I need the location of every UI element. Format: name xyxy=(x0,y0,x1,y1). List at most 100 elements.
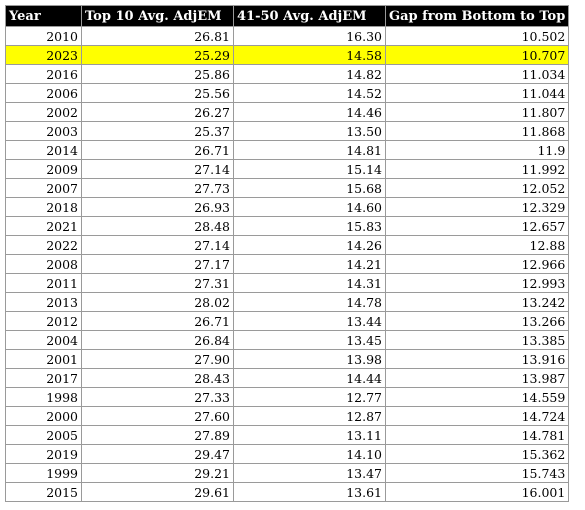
cell-top10-avg-adjem: 27.14 xyxy=(81,159,234,179)
cell-year: 2010 xyxy=(5,26,82,46)
cell-41-50-avg-adjem: 13.98 xyxy=(233,349,386,369)
table-row: 2018 26.93 14.60 12.329 xyxy=(5,197,570,217)
cell-top10-avg-adjem: 28.43 xyxy=(81,368,234,388)
cell-top10-avg-adjem: 27.31 xyxy=(81,273,234,293)
cell-year: 2000 xyxy=(5,406,82,426)
cell-41-50-avg-adjem: 14.21 xyxy=(233,254,386,274)
cell-year: 2023 xyxy=(5,45,82,65)
cell-top10-avg-adjem: 29.21 xyxy=(81,463,234,483)
cell-gap: 11.9 xyxy=(384,140,570,160)
header-41-50-avg-adjem: 41-50 Avg. AdjEM xyxy=(233,5,386,27)
cell-year: 2014 xyxy=(5,140,82,160)
cell-41-50-avg-adjem: 14.26 xyxy=(233,235,386,255)
cell-top10-avg-adjem: 27.90 xyxy=(81,349,234,369)
cell-gap: 11.868 xyxy=(384,121,570,141)
cell-year: 2018 xyxy=(5,197,82,217)
table-container: Year Top 10 Avg. AdjEM 41-50 Avg. AdjEM … xyxy=(5,5,570,502)
adjem-gap-table: Year Top 10 Avg. AdjEM 41-50 Avg. AdjEM … xyxy=(5,5,570,502)
table-row: 2002 26.27 14.46 11.807 xyxy=(5,102,570,122)
cell-gap: 15.362 xyxy=(384,444,570,464)
cell-41-50-avg-adjem: 13.45 xyxy=(233,330,386,350)
table-row: 2012 26.71 13.44 13.266 xyxy=(5,311,570,331)
cell-41-50-avg-adjem: 15.83 xyxy=(233,216,386,236)
cell-year: 2016 xyxy=(5,64,82,84)
cell-gap: 15.743 xyxy=(384,463,570,483)
cell-year: 2013 xyxy=(5,292,82,312)
cell-top10-avg-adjem: 28.48 xyxy=(81,216,234,236)
cell-year: 2019 xyxy=(5,444,82,464)
cell-year: 2012 xyxy=(5,311,82,331)
cell-top10-avg-adjem: 25.37 xyxy=(81,121,234,141)
cell-year: 2009 xyxy=(5,159,82,179)
table-row: 2005 27.89 13.11 14.781 xyxy=(5,425,570,445)
cell-year: 1998 xyxy=(5,387,82,407)
cell-41-50-avg-adjem: 14.31 xyxy=(233,273,386,293)
table-row: 2015 29.61 13.61 16.001 xyxy=(5,482,570,502)
cell-gap: 13.266 xyxy=(384,311,570,331)
table-row: 1998 27.33 12.77 14.559 xyxy=(5,387,570,407)
cell-top10-avg-adjem: 26.71 xyxy=(81,140,234,160)
cell-41-50-avg-adjem: 14.82 xyxy=(233,64,386,84)
table-row: 2009 27.14 15.14 11.992 xyxy=(5,159,570,179)
cell-top10-avg-adjem: 26.71 xyxy=(81,311,234,331)
cell-top10-avg-adjem: 25.86 xyxy=(81,64,234,84)
cell-gap: 11.992 xyxy=(384,159,570,179)
table-row: 2022 27.14 14.26 12.88 xyxy=(5,235,570,255)
cell-top10-avg-adjem: 26.84 xyxy=(81,330,234,350)
cell-top10-avg-adjem: 26.27 xyxy=(81,102,234,122)
cell-41-50-avg-adjem: 15.14 xyxy=(233,159,386,179)
table-row: 2019 29.47 14.10 15.362 xyxy=(5,444,570,464)
table-row: 2008 27.17 14.21 12.966 xyxy=(5,254,570,274)
cell-top10-avg-adjem: 28.02 xyxy=(81,292,234,312)
cell-year: 2015 xyxy=(5,482,82,502)
cell-year: 2021 xyxy=(5,216,82,236)
cell-gap: 13.916 xyxy=(384,349,570,369)
cell-41-50-avg-adjem: 14.78 xyxy=(233,292,386,312)
cell-top10-avg-adjem: 26.81 xyxy=(81,26,234,46)
cell-41-50-avg-adjem: 15.68 xyxy=(233,178,386,198)
cell-41-50-avg-adjem: 12.77 xyxy=(233,387,386,407)
table-row: 2013 28.02 14.78 13.242 xyxy=(5,292,570,312)
cell-top10-avg-adjem: 25.29 xyxy=(81,45,234,65)
cell-gap: 10.707 xyxy=(384,45,570,65)
table-row: 2017 28.43 14.44 13.987 xyxy=(5,368,570,388)
table-row: 2001 27.90 13.98 13.916 xyxy=(5,349,570,369)
table-row: 2003 25.37 13.50 11.868 xyxy=(5,121,570,141)
cell-top10-avg-adjem: 27.60 xyxy=(81,406,234,426)
cell-year: 2017 xyxy=(5,368,82,388)
cell-gap: 12.329 xyxy=(384,197,570,217)
table-row: 2004 26.84 13.45 13.385 xyxy=(5,330,570,350)
cell-year: 2005 xyxy=(5,425,82,445)
table-row: 2023 25.29 14.58 10.707 xyxy=(5,45,570,65)
cell-gap: 12.88 xyxy=(384,235,570,255)
table-row: 2007 27.73 15.68 12.052 xyxy=(5,178,570,198)
cell-gap: 14.781 xyxy=(384,425,570,445)
table-row: 2010 26.81 16.30 10.502 xyxy=(5,26,570,46)
table-row: 2006 25.56 14.52 11.044 xyxy=(5,83,570,103)
cell-41-50-avg-adjem: 13.44 xyxy=(233,311,386,331)
cell-41-50-avg-adjem: 14.81 xyxy=(233,140,386,160)
cell-top10-avg-adjem: 27.33 xyxy=(81,387,234,407)
header-top10-avg-adjem: Top 10 Avg. AdjEM xyxy=(81,5,234,27)
cell-year: 2001 xyxy=(5,349,82,369)
cell-41-50-avg-adjem: 13.61 xyxy=(233,482,386,502)
cell-top10-avg-adjem: 29.61 xyxy=(81,482,234,502)
cell-gap: 11.044 xyxy=(384,83,570,103)
cell-gap: 11.034 xyxy=(384,64,570,84)
cell-year: 2006 xyxy=(5,83,82,103)
cell-gap: 12.993 xyxy=(384,273,570,293)
cell-year: 2008 xyxy=(5,254,82,274)
cell-41-50-avg-adjem: 13.50 xyxy=(233,121,386,141)
cell-gap: 14.724 xyxy=(384,406,570,426)
cell-gap: 13.385 xyxy=(384,330,570,350)
cell-top10-avg-adjem: 27.73 xyxy=(81,178,234,198)
cell-top10-avg-adjem: 29.47 xyxy=(81,444,234,464)
cell-year: 2003 xyxy=(5,121,82,141)
cell-top10-avg-adjem: 25.56 xyxy=(81,83,234,103)
cell-year: 2004 xyxy=(5,330,82,350)
cell-41-50-avg-adjem: 16.30 xyxy=(233,26,386,46)
cell-gap: 16.001 xyxy=(384,482,570,502)
cell-41-50-avg-adjem: 14.60 xyxy=(233,197,386,217)
cell-year: 2007 xyxy=(5,178,82,198)
cell-41-50-avg-adjem: 14.52 xyxy=(233,83,386,103)
